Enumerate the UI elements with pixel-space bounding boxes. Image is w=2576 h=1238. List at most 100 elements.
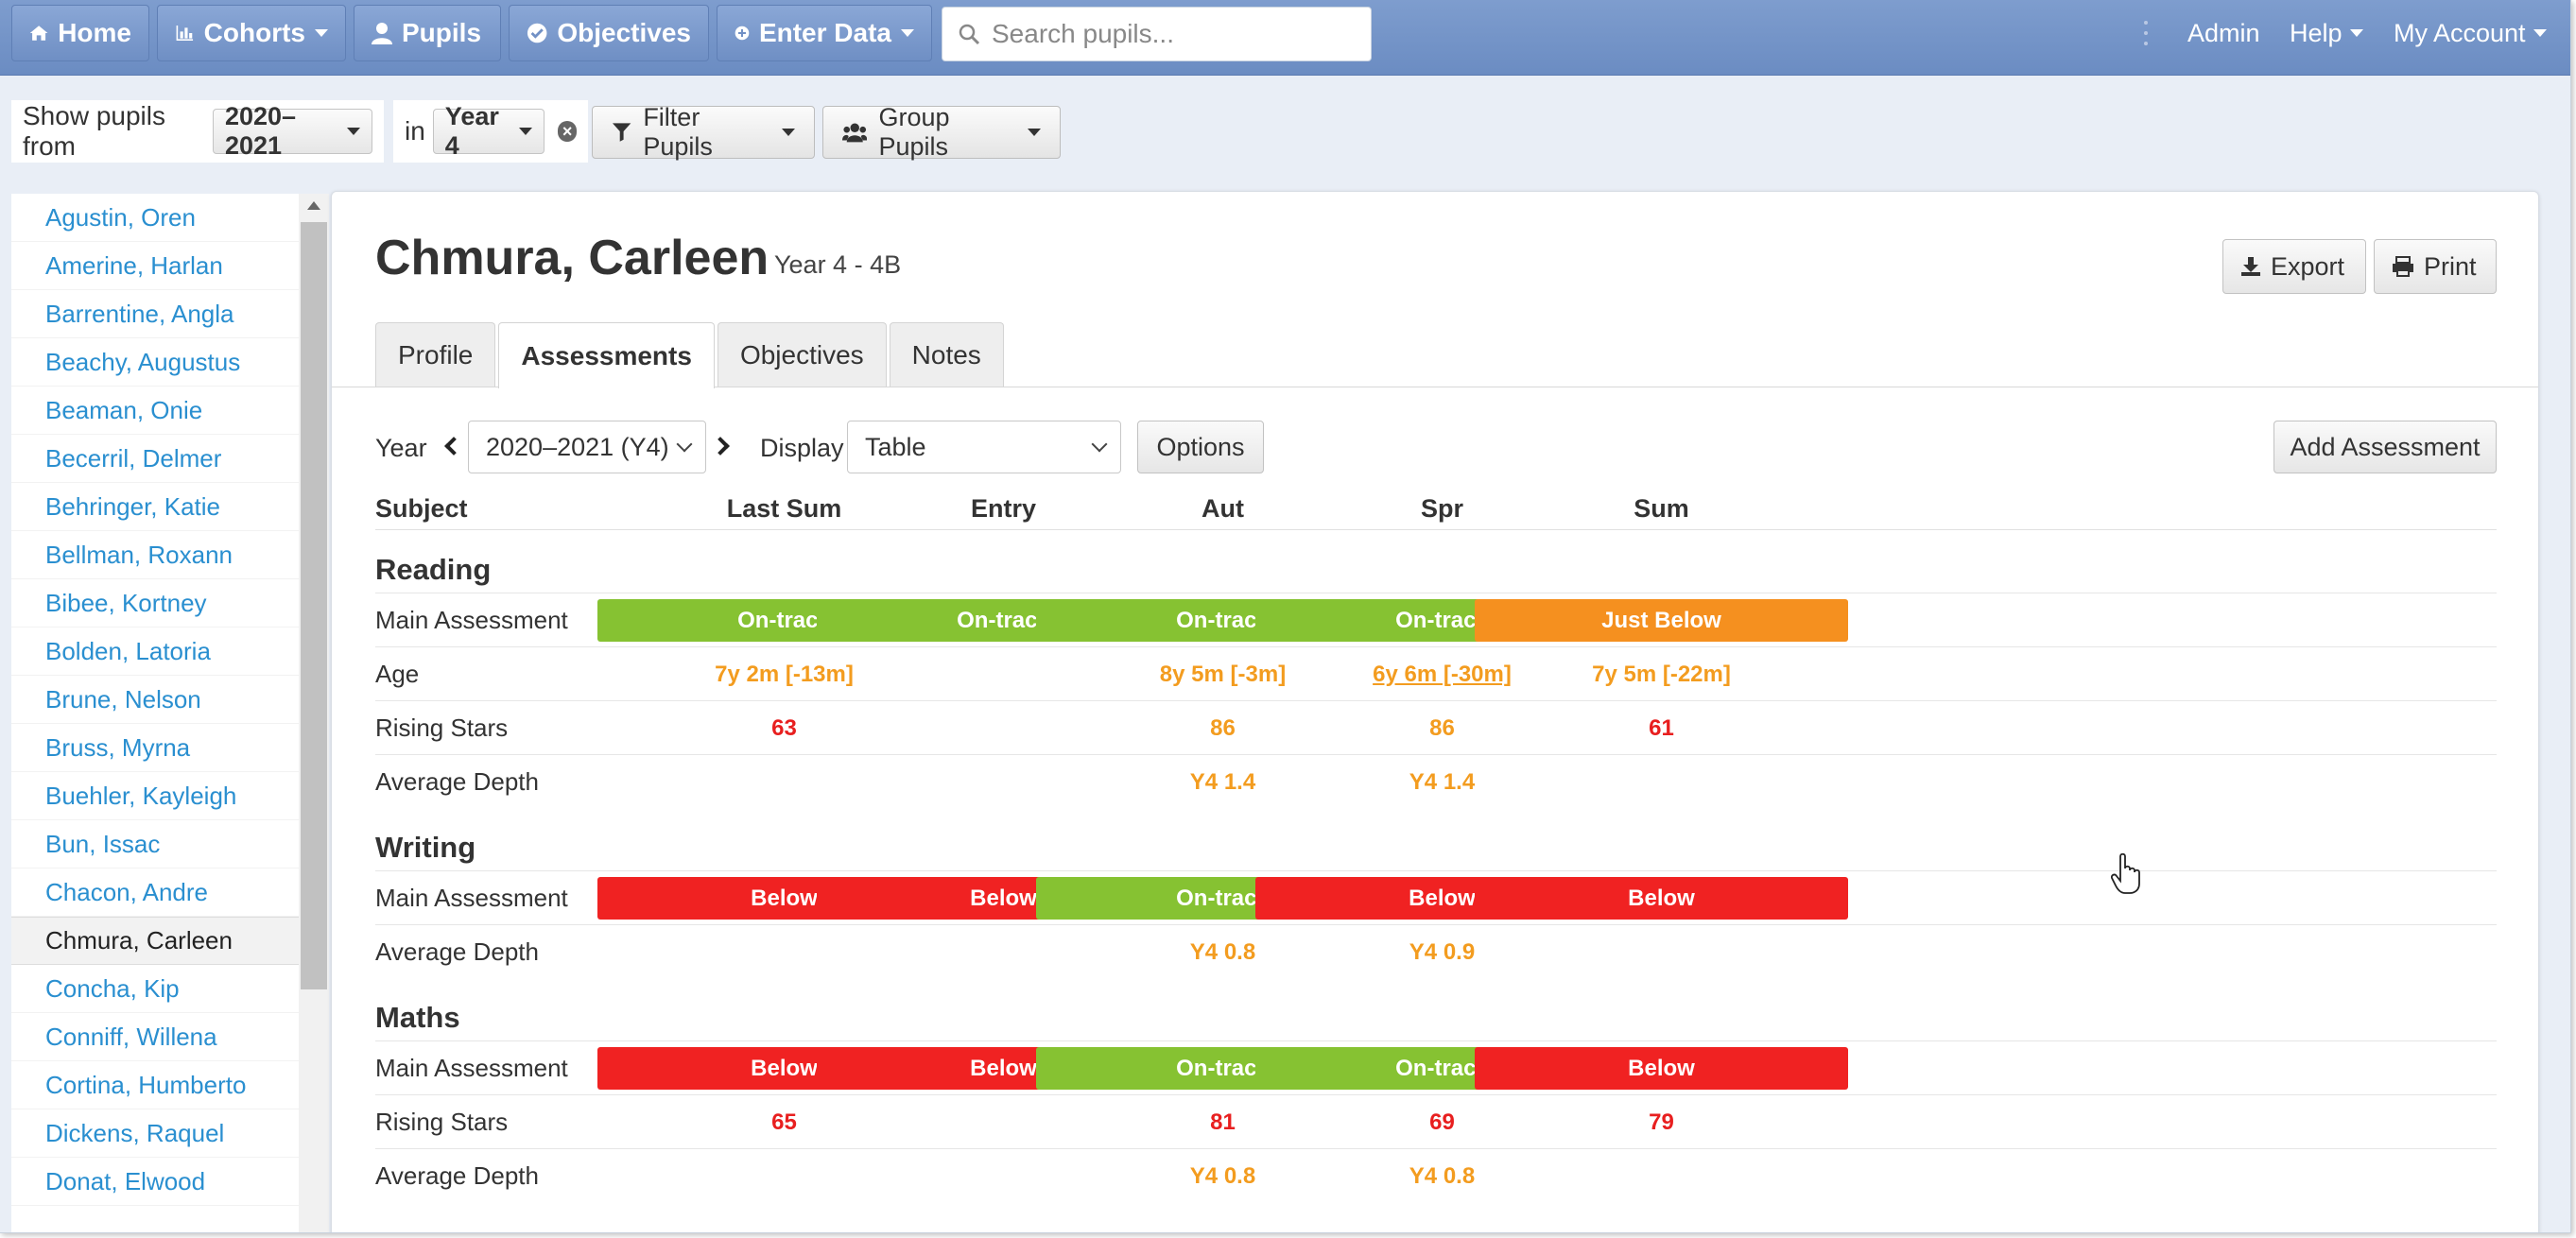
year-dropdown[interactable]: 2020–2021 (Y4) xyxy=(468,421,706,473)
assessment-value[interactable]: 6y 6m [-30m] xyxy=(1373,661,1512,687)
scroll-thumb[interactable] xyxy=(301,222,327,989)
pupil-list-item[interactable]: Chacon, Andre xyxy=(11,868,299,917)
table-cell: 61 xyxy=(1475,701,1848,755)
column-header: Subject xyxy=(375,494,468,523)
subject-heading: Reading xyxy=(375,553,492,586)
table-cell: Below xyxy=(1475,871,1848,925)
tab-profile[interactable]: Profile xyxy=(375,322,496,387)
cohorts-button[interactable]: Cohorts xyxy=(157,5,346,61)
assessment-value[interactable]: 81 xyxy=(1210,1109,1236,1135)
display-dropdown[interactable]: Table xyxy=(847,421,1121,473)
search-box[interactable] xyxy=(942,7,1372,61)
table-row: Average Depth Y4 1.4 Y4 1.4 xyxy=(375,754,2497,808)
pupil-list-item[interactable]: Conniff, Willena xyxy=(11,1013,299,1061)
group-select[interactable]: Year 4 xyxy=(432,102,545,160)
group-select-value: Year 4 xyxy=(444,102,499,160)
sidebar-scrollbar[interactable] xyxy=(299,194,329,1232)
assessment-value[interactable]: 8y 5m [-3m] xyxy=(1159,661,1287,687)
assessment-value[interactable]: Y4 0.9 xyxy=(1409,938,1476,965)
table-row: Average Depth Y4 0.8 Y4 0.9 xyxy=(375,924,2497,978)
pupil-list-item[interactable]: Brune, Nelson xyxy=(11,676,299,724)
plus-circle-icon xyxy=(735,26,750,41)
assessment-value[interactable]: Y4 0.8 xyxy=(1409,1162,1476,1189)
pupil-list-item[interactable]: Dickens, Raquel xyxy=(11,1109,299,1158)
table-cell: Below xyxy=(1475,1041,1848,1095)
pupil-list-item[interactable]: Buehler, Kayleigh xyxy=(11,772,299,820)
add-assessment-button[interactable]: Add Assessment xyxy=(2273,421,2497,473)
assessment-value[interactable]: 63 xyxy=(771,714,797,741)
pupil-list-item[interactable]: Concha, Kip xyxy=(11,965,299,1013)
admin-link[interactable]: Admin xyxy=(2187,18,2260,47)
pupil-list-item[interactable]: Donat, Elwood xyxy=(11,1158,299,1206)
filter-pupils-button[interactable]: Filter Pupils xyxy=(592,103,815,161)
tab-assessments[interactable]: Assessments xyxy=(498,322,715,388)
chevron-left-icon[interactable] xyxy=(444,437,463,456)
chevron-down-icon xyxy=(519,128,533,135)
clear-icon[interactable]: × xyxy=(558,121,577,142)
pupil-list-item[interactable]: Agustin, Oren xyxy=(11,194,299,242)
home-icon xyxy=(29,26,48,41)
group-pupils-button[interactable]: Group Pupils xyxy=(822,103,1061,161)
my-account-menu[interactable]: My Account xyxy=(2394,0,2547,66)
assessment-value[interactable]: 65 xyxy=(771,1109,797,1135)
assessment-value[interactable]: 7y 5m [-22m] xyxy=(1592,661,1731,687)
table-cell: 65 xyxy=(597,1095,971,1149)
tab-notes-label: Notes xyxy=(911,339,981,370)
pupil-list-item[interactable]: Bolden, Latoria xyxy=(11,628,299,676)
assessment-value[interactable]: 86 xyxy=(1429,714,1455,741)
assessment-value[interactable]: 86 xyxy=(1210,714,1236,741)
pupil-list-item[interactable]: Amerine, Harlan xyxy=(11,242,299,290)
chevron-down-icon xyxy=(315,29,328,37)
table-row: Rising Stars 65 81 69 79 xyxy=(375,1094,2497,1148)
assessment-value[interactable]: Y4 0.8 xyxy=(1189,1162,1256,1189)
tab-objectives[interactable]: Objectives xyxy=(717,322,887,387)
assessment-value[interactable]: Y4 1.4 xyxy=(1409,768,1476,795)
group-panel: in Year 4 × xyxy=(393,100,588,163)
pupil-list-item[interactable]: Bibee, Kortney xyxy=(11,579,299,628)
row-label: Rising Stars xyxy=(375,714,509,742)
pupil-list-item[interactable]: Bellman, Roxann xyxy=(11,531,299,579)
pupil-list-item[interactable]: Becerril, Delmer xyxy=(11,435,299,483)
pupil-class: Year 4 - 4B xyxy=(774,250,902,279)
pupil-list-item[interactable]: Cortina, Humberto xyxy=(11,1061,299,1109)
show-pupils-label: Show pupils from xyxy=(23,101,165,161)
enter-data-button[interactable]: Enter Data xyxy=(717,5,932,61)
chevron-down-icon xyxy=(782,129,795,136)
status-badge[interactable]: Below xyxy=(1475,1047,1848,1090)
pupil-list-item[interactable]: Chmura, Carleen xyxy=(11,917,299,965)
year-label: Year xyxy=(375,434,427,462)
row-label: Age xyxy=(375,660,420,688)
assessment-value[interactable]: 79 xyxy=(1649,1109,1674,1135)
scroll-up-arrow[interactable] xyxy=(307,201,320,210)
pupil-list-item[interactable]: Bruss, Myrna xyxy=(11,724,299,772)
cohorts-label: Cohorts xyxy=(203,18,305,47)
year-dropdown-value: 2020–2021 (Y4) xyxy=(486,432,669,461)
table-row: Rising Stars 63 86 86 61 xyxy=(375,700,2497,754)
tab-notes[interactable]: Notes xyxy=(889,322,1004,387)
year-select[interactable]: 2020–2021 xyxy=(212,102,372,160)
print-button[interactable]: Print xyxy=(2374,239,2497,294)
assessment-value[interactable]: 69 xyxy=(1429,1109,1455,1135)
pupil-list-item[interactable]: Beachy, Augustus xyxy=(11,338,299,387)
export-button[interactable]: Export xyxy=(2222,239,2366,294)
home-button[interactable]: Home xyxy=(11,5,149,61)
objectives-button[interactable]: Objectives xyxy=(509,5,709,61)
help-menu[interactable]: Help xyxy=(2290,0,2363,66)
options-button[interactable]: Options xyxy=(1137,421,1264,473)
pupil-list-item[interactable]: Barrentine, Angla xyxy=(11,290,299,338)
search-input[interactable] xyxy=(992,19,1351,49)
pupils-button[interactable]: Pupils xyxy=(354,5,501,61)
pupil-list-item[interactable]: Behringer, Katie xyxy=(11,483,299,531)
chevron-right-icon[interactable] xyxy=(711,437,730,456)
assessment-value[interactable]: 61 xyxy=(1649,714,1674,741)
status-badge[interactable]: Just Below xyxy=(1475,599,1848,642)
status-badge[interactable]: Below xyxy=(1475,877,1848,920)
assessment-value[interactable]: Y4 0.8 xyxy=(1189,938,1256,965)
pupil-list-item[interactable]: Beaman, Onie xyxy=(11,387,299,435)
table-cell: 79 xyxy=(1475,1095,1848,1149)
assessment-value[interactable]: Y4 1.4 xyxy=(1189,768,1256,795)
column-header: Spr xyxy=(1420,494,1463,523)
assessment-value[interactable]: 7y 2m [-13m] xyxy=(715,661,854,687)
pupil-list-item[interactable]: Bun, Issac xyxy=(11,820,299,868)
